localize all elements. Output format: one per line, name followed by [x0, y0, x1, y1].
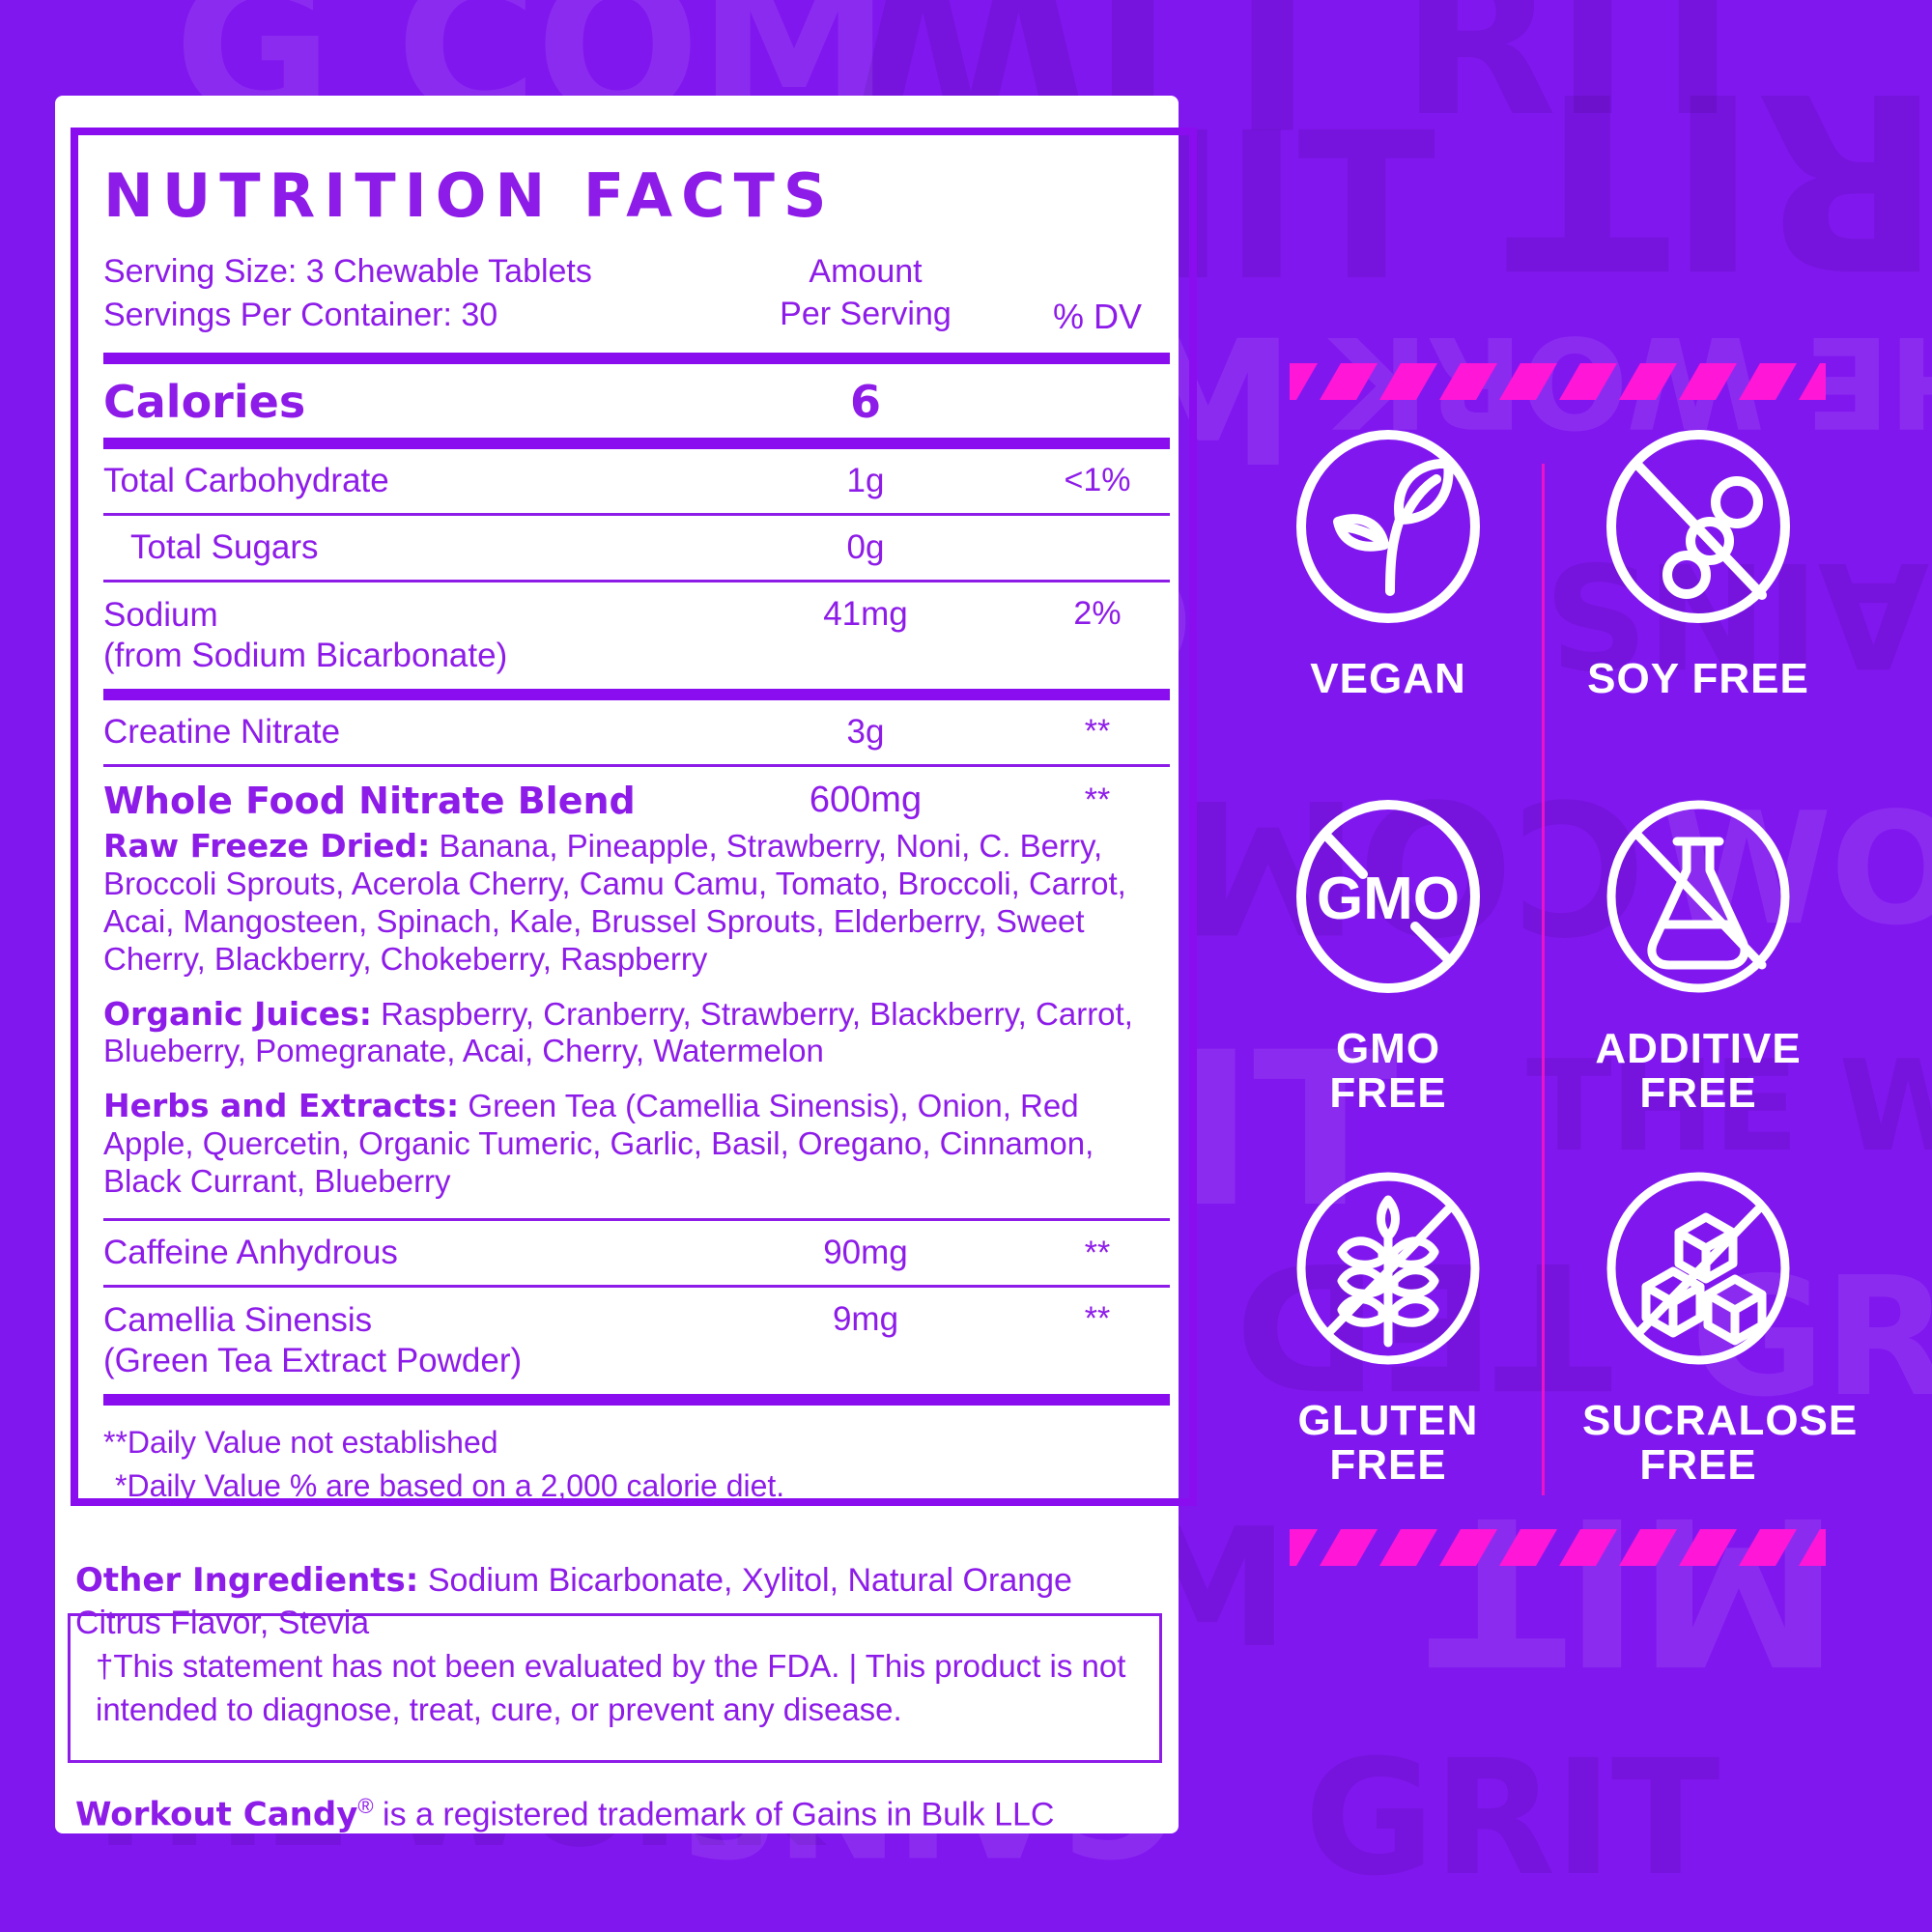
other-ingredients: Other Ingredients: Sodium Bicarbonate, X…	[75, 1561, 1072, 1642]
background-pattern-word: GRIT	[1304, 1725, 1719, 1911]
background-pattern-word: GAINS	[1546, 529, 1932, 697]
nutrition-facts-panel: NUTRITION FACTS Serving Size: 3 Chewable…	[71, 128, 1197, 1506]
fda-disclaimer-box: †This statement has not been evaluated b…	[68, 1613, 1162, 1764]
background-pattern-word: COM	[1179, 758, 1647, 972]
percent-dv-header: % DV	[1052, 296, 1143, 336]
amount-per-serving-header: Amount Per Serving	[780, 253, 952, 332]
daily-value-footnotes: **Daily Value not established *Daily Val…	[103, 1425, 785, 1503]
thick-rule	[103, 1394, 1170, 1406]
table-row-total-sugars: Total Sugars 0g	[103, 512, 1170, 580]
table-row-camellia-sinensis: Camellia Sinensis (Green Tea Extract Pow…	[103, 1285, 1170, 1394]
serving-header: Serving Size: 3 Chewable Tablets Serving…	[103, 250, 1170, 337]
background-pattern-word: MIT	[1430, 1471, 1840, 1708]
background-pattern-word: WOD	[1662, 779, 1932, 959]
raw-freeze-dried-list: Raw Freeze Dried: Banana, Pineapple, Str…	[103, 826, 1126, 977]
herbs-and-extracts-list: Herbs and Extracts: Green Tea (Camellia …	[103, 1087, 1094, 1200]
thick-rule	[103, 688, 1170, 700]
nutrition-facts-title: NUTRITION FACTS	[103, 160, 836, 231]
calories-row: Calories 6	[103, 364, 1170, 438]
serving-size: Serving Size: 3 Chewable Tablets	[103, 253, 592, 290]
table-row-sodium: Sodium (from Sodium Bicarbonate) 41mg 2%	[103, 579, 1170, 689]
background-pattern-word: GRIT	[1690, 1242, 1932, 1434]
background-pattern-word: THE WORK	[1333, 308, 1932, 455]
servings-per-container: Servings Per Container: 30	[103, 296, 498, 333]
nutrition-label-card: NUTRITION FACTS Serving Size: 3 Chewable…	[55, 96, 1197, 1834]
calories-label: Calories	[103, 375, 306, 428]
background-pattern-word: THE WORK	[1526, 1033, 1932, 1179]
trademark-note: Workout Candy® is a registered trademark…	[75, 1794, 1055, 1834]
table-row-whole-food-nitrate-blend: Whole Food Nitrate Blend 600mg **	[103, 763, 1170, 826]
table-row-total-carbohydrate: Total Carbohydrate 1g <1%	[103, 461, 1131, 499]
thick-rule	[103, 437, 1170, 449]
background-pattern-word: RIT	[1401, 0, 1767, 161]
organic-juices-list: Organic Juices: Raspberry, Cranberry, St…	[103, 994, 1133, 1069]
table-row-creatine-nitrate: Creatine Nitrate 3g **	[103, 712, 1111, 751]
background-pattern-word: TED	[1236, 1223, 1613, 1425]
table-row-caffeine-anhydrous: Caffeine Anhydrous 90mg **	[103, 1218, 1170, 1285]
calories-value: 6	[849, 375, 881, 428]
background-pattern-word: RIT	[1507, 39, 1932, 320]
thick-rule	[103, 352, 1170, 364]
